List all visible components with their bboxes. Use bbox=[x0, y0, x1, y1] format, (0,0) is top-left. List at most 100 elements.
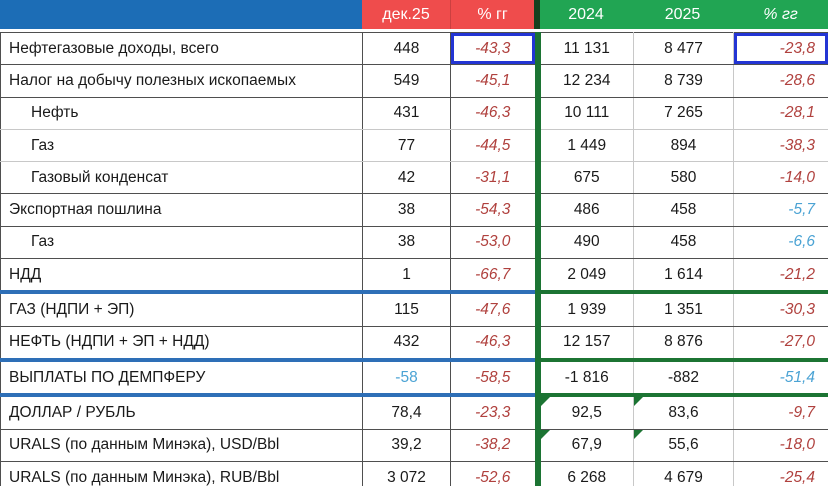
table-row: URALS (по данным Минэка), USD/Bbl 39,2 -38… bbox=[0, 429, 828, 462]
cell-2024-text: 1 939 bbox=[567, 301, 607, 319]
cell-2024-text: 10 111 bbox=[564, 104, 610, 122]
cell-dec25: 431 bbox=[362, 97, 451, 130]
row-label: Налог на добычу полезных ископаемых bbox=[0, 64, 363, 98]
cell-dec25: 42 bbox=[362, 161, 451, 195]
cell-2025: 8 739 bbox=[633, 64, 734, 98]
cell-2024-text: 490 bbox=[573, 233, 600, 251]
cell-pct-yoy-monthly: -43,3 bbox=[450, 32, 538, 66]
cell-2025: 8 876 bbox=[633, 326, 734, 362]
cell-2025: 894 bbox=[633, 129, 734, 163]
cell-dec25: -58 bbox=[362, 359, 451, 398]
table-row: Налог на добычу полезных ископаемых 549 -4… bbox=[0, 64, 828, 98]
row-label: НДД bbox=[0, 258, 363, 295]
header-group-annual: 2024 2025 % гг bbox=[540, 0, 828, 29]
row-label-text: НЕФТЬ (НДПИ + ЭП + НДД) bbox=[9, 333, 210, 351]
corner-flag-icon bbox=[634, 429, 643, 439]
cell-pct-yoy-monthly: -52,6 bbox=[450, 461, 538, 486]
cell-2025: 8 477 bbox=[633, 32, 734, 66]
cell-pct-yoy-monthly: -46,3 bbox=[450, 97, 538, 130]
cell-2024-text: 6 268 bbox=[567, 468, 607, 486]
cell-pct-yoy-monthly-text: -31,1 bbox=[475, 168, 511, 186]
cell-dec25: 1 bbox=[362, 258, 451, 295]
cell-pct-yoy-annual-text: -51,4 bbox=[779, 368, 815, 386]
table-row: ДОЛЛАР / РУБЛЬ 78,4 -23,3 92,5 83,6 -9,7 bbox=[0, 395, 828, 430]
cell-pct-yoy-monthly: -38,2 bbox=[450, 429, 538, 462]
row-label-text: Нефть bbox=[31, 104, 79, 122]
cell-pct-yoy-annual: -27,0 bbox=[733, 326, 828, 362]
cell-dec25-text: 39,2 bbox=[391, 436, 422, 454]
corner-flag-icon bbox=[634, 397, 643, 407]
cell-pct-yoy-monthly: -58,5 bbox=[450, 359, 538, 398]
cell-pct-yoy-annual-text: -28,1 bbox=[779, 104, 815, 122]
cell-2024: 11 131 bbox=[534, 32, 634, 66]
cell-2024: -1 816 bbox=[534, 359, 634, 398]
cell-2024-text: 92,5 bbox=[571, 403, 602, 421]
cell-2024: 490 bbox=[534, 226, 634, 260]
table-row: Нефть 431 -46,3 10 111 7 265 -28,1 bbox=[0, 97, 828, 130]
cell-2024: 2 049 bbox=[534, 258, 634, 295]
cell-2024: 1 449 bbox=[534, 129, 634, 163]
cell-2025-text: -882 bbox=[667, 368, 700, 386]
row-label: Экспортная пошлина bbox=[0, 193, 363, 227]
cell-dec25-text: -58 bbox=[395, 368, 418, 386]
table-row: Газ 77 -44,5 1 449 894 -38,3 bbox=[0, 129, 828, 163]
cell-dec25-text: 38 bbox=[397, 233, 416, 251]
cell-2025: 55,6 bbox=[633, 429, 734, 462]
cell-pct-yoy-annual: -30,3 bbox=[733, 292, 828, 327]
cell-2025-text: 580 bbox=[670, 168, 697, 186]
cell-2025-text: 7 265 bbox=[664, 104, 703, 122]
row-label: Газовый конденсат bbox=[0, 161, 363, 195]
cell-pct-yoy-monthly: -46,3 bbox=[450, 326, 538, 362]
cell-2024-text: 486 bbox=[573, 201, 600, 219]
cell-dec25-text: 38 bbox=[397, 201, 416, 219]
cell-2024-text: 1 449 bbox=[567, 136, 607, 154]
col-header-dec25: дек.25 bbox=[362, 0, 451, 29]
row-label: URALS (по данным Минэка), USD/Bbl bbox=[0, 429, 363, 462]
cell-dec25-text: 42 bbox=[397, 168, 416, 186]
table-row: Экспортная пошлина 38 -54,3 486 458 -5,7 bbox=[0, 193, 828, 227]
cell-2024-text: -1 816 bbox=[564, 368, 609, 386]
cell-pct-yoy-annual-text: -30,3 bbox=[779, 301, 815, 319]
corner-flag-icon bbox=[543, 429, 550, 439]
cell-dec25-text: 78,4 bbox=[391, 403, 422, 421]
cell-pct-yoy-monthly-text: -66,7 bbox=[475, 265, 511, 283]
cell-pct-yoy-monthly-text: -53,0 bbox=[475, 233, 511, 251]
table-row: Газовый конденсат 42 -31,1 675 580 -14,0 bbox=[0, 161, 828, 195]
cell-2025: 458 bbox=[633, 193, 734, 227]
cell-pct-yoy-annual-text: -14,0 bbox=[779, 168, 815, 186]
cell-2024-text: 675 bbox=[573, 168, 600, 186]
cell-dec25-text: 432 bbox=[393, 333, 420, 351]
cell-pct-yoy-annual-text: -25,4 bbox=[779, 468, 815, 486]
cell-pct-yoy-annual-text: -38,3 bbox=[779, 136, 815, 154]
cell-dec25: 549 bbox=[362, 64, 451, 98]
cell-2024: 1 939 bbox=[534, 292, 634, 327]
cell-2024: 6 268 bbox=[534, 461, 634, 486]
table-row: URALS (по данным Минэка), RUB/Bbl 3 072 -5… bbox=[0, 461, 828, 486]
corner-flag-icon bbox=[543, 397, 550, 407]
cell-pct-yoy-monthly-text: -54,3 bbox=[475, 201, 511, 219]
row-label-text: Газ bbox=[31, 136, 55, 154]
cell-pct-yoy-annual: -14,0 bbox=[733, 161, 828, 195]
cell-2025-text: 8 477 bbox=[664, 39, 703, 57]
cell-dec25-text: 448 bbox=[393, 39, 420, 57]
cell-pct-yoy-annual-text: -21,2 bbox=[779, 265, 815, 283]
cell-dec25-text: 3 072 bbox=[387, 468, 426, 486]
cell-pct-yoy-monthly: -44,5 bbox=[450, 129, 538, 163]
header-divider bbox=[534, 0, 540, 29]
row-label-text: ВЫПЛАТЫ ПО ДЕМПФЕРУ bbox=[9, 368, 206, 386]
row-label-text: Нефтегазовые доходы, всего bbox=[9, 39, 219, 57]
cell-2024: 486 bbox=[534, 193, 634, 227]
cell-pct-yoy-monthly-text: -38,2 bbox=[475, 436, 511, 454]
cell-pct-yoy-annual: -23,8 bbox=[733, 32, 828, 66]
cell-2025: 458 bbox=[633, 226, 734, 260]
cell-pct-yoy-annual-text: -27,0 bbox=[779, 333, 815, 351]
cell-dec25-text: 431 bbox=[393, 104, 420, 122]
row-label-text: Газовый конденсат bbox=[31, 168, 169, 186]
cell-2024: 92,5 bbox=[534, 395, 634, 430]
row-label-text: НДД bbox=[9, 265, 42, 283]
cell-pct-yoy-monthly-text: -52,6 bbox=[475, 468, 511, 486]
cell-pct-yoy-monthly: -45,1 bbox=[450, 64, 538, 98]
cell-2025-text: 55,6 bbox=[668, 436, 699, 454]
cell-dec25: 38 bbox=[362, 226, 451, 260]
